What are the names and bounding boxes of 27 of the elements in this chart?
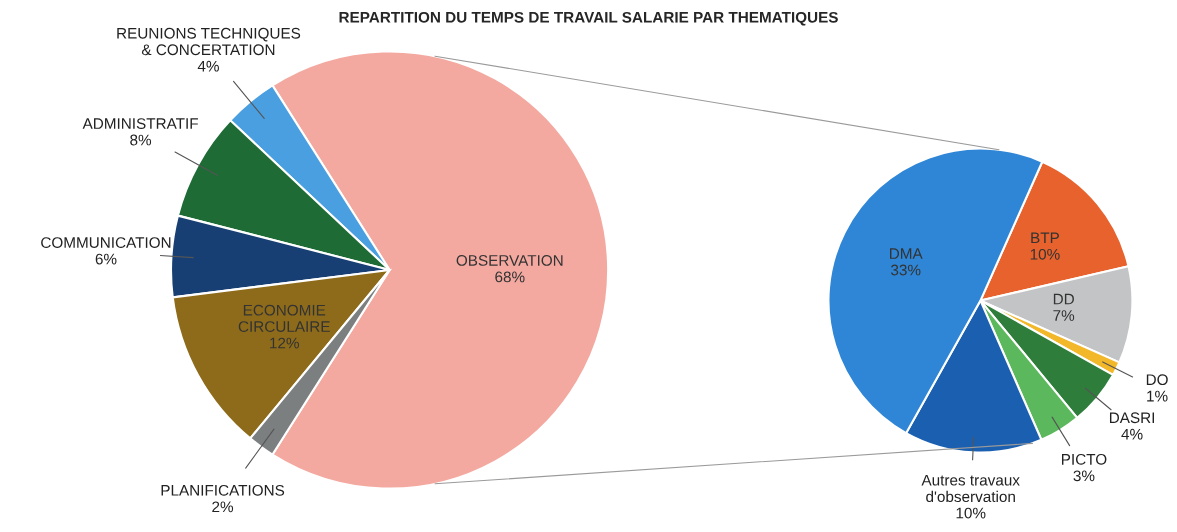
chart-title: REPARTITION DU TEMPS DE TRAVAIL SALARIE PAR THEMATIQUES (339, 11, 838, 26)
data-label: 3% (1073, 470, 1095, 482)
slice-label: PICTO (1061, 453, 1107, 465)
data-label: 68% (495, 271, 525, 283)
slice-label: COMMUNICATION (41, 237, 171, 249)
slice-label: DO (1146, 374, 1168, 386)
data-label: 10% (1030, 248, 1060, 260)
data-label: 4% (197, 60, 219, 72)
slice-label: PLANIFICATIONS (161, 484, 285, 496)
slice-label: OBSERVATION (456, 255, 563, 266)
data-label: 1% (1147, 390, 1168, 402)
slice-label: ADMINISTRATIF (82, 118, 198, 129)
data-label: 12% (270, 337, 299, 349)
data-label: 10% (956, 507, 986, 519)
data-label: 7% (1053, 310, 1075, 321)
data-label: 8% (130, 134, 152, 146)
data-label: 4% (1121, 428, 1143, 440)
slice-label: Autres travaux d'observation (921, 474, 1020, 503)
slice-label: DASRI (1109, 412, 1155, 424)
slice-label: REUNIONS TECHNIQUES & CONCERTATION (117, 27, 301, 56)
slice-label: DMA (890, 248, 923, 259)
data-label: 33% (891, 264, 921, 276)
slice-label: DD (1053, 293, 1074, 305)
slice-label: BTP (1031, 232, 1059, 244)
data-label: 2% (212, 501, 234, 513)
slice-label: ECONOMIE CIRCULAIRE (238, 304, 330, 333)
data-label: 6% (95, 253, 117, 265)
